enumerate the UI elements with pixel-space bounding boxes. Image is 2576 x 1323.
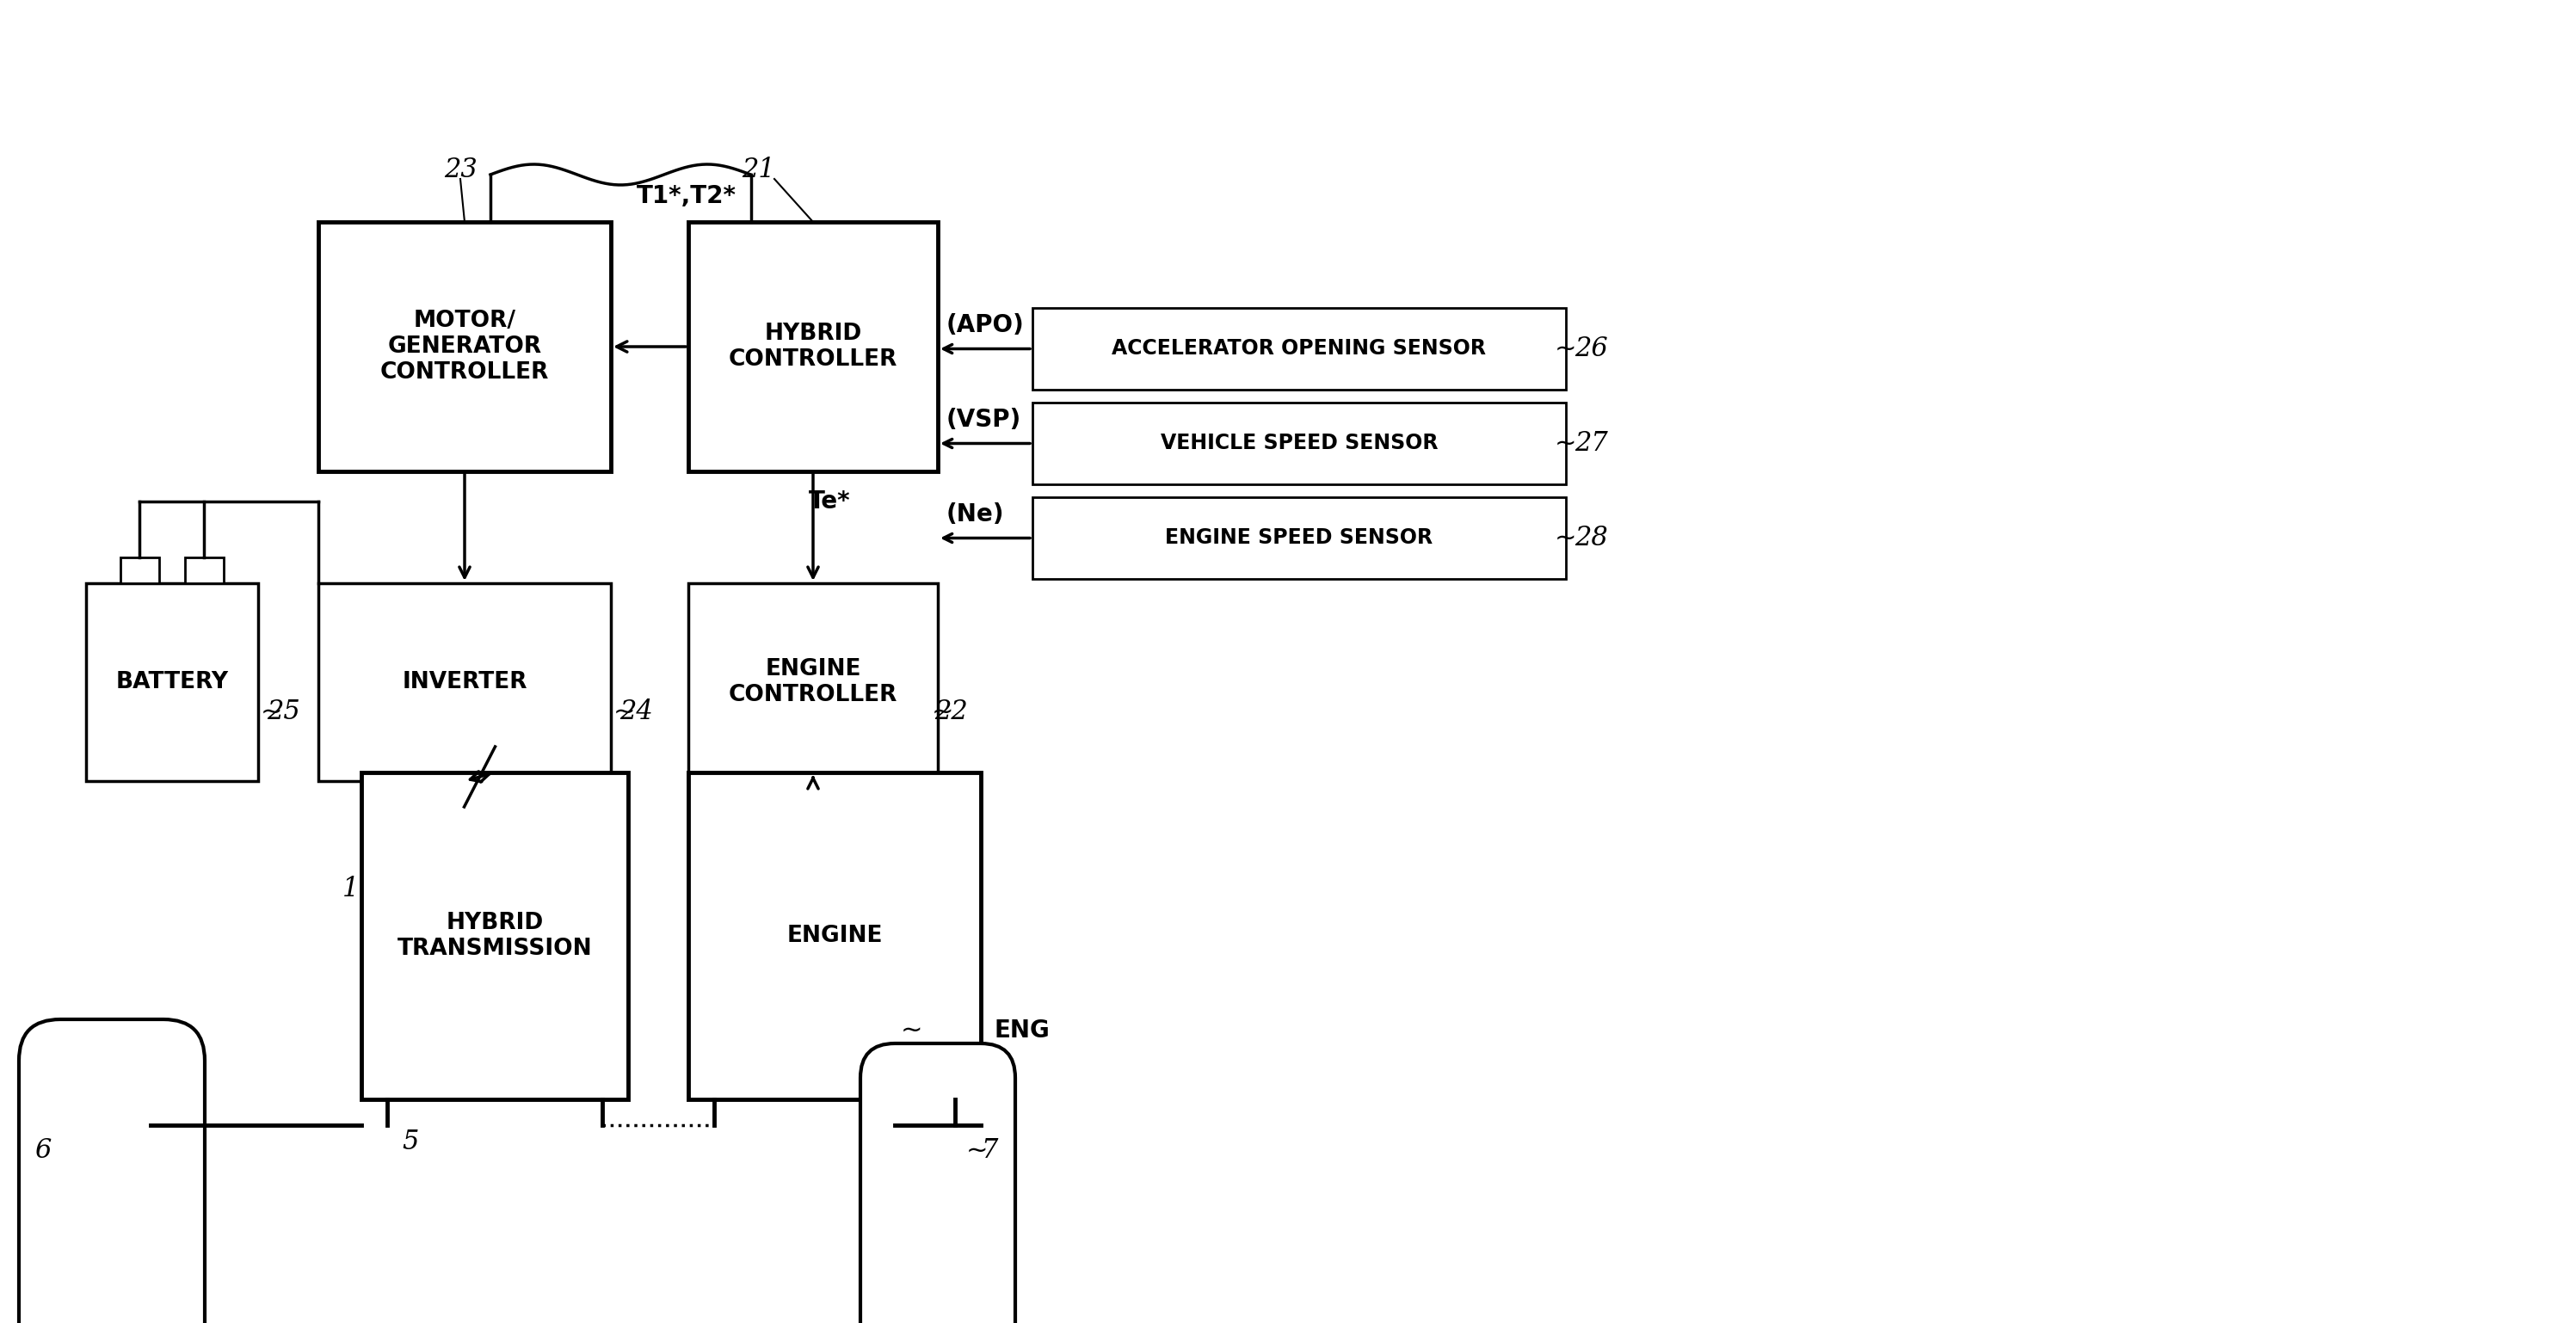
Text: 25: 25 [268,699,301,725]
Bar [319,222,611,471]
Bar [688,222,938,471]
Text: (APO): (APO) [945,314,1025,337]
Bar [1033,497,1566,579]
Text: Te*: Te* [809,490,850,513]
Text: 22: 22 [935,699,969,725]
Text: ENGINE
CONTROLLER: ENGINE CONTROLLER [729,658,896,706]
Text: 6: 6 [33,1138,52,1164]
Bar [1033,308,1566,390]
Text: ENGINE SPEED SENSOR: ENGINE SPEED SENSOR [1164,528,1432,548]
Text: 24: 24 [621,699,654,725]
Text: 1: 1 [343,876,361,902]
Text: ~: ~ [260,700,281,725]
FancyBboxPatch shape [860,1044,1015,1323]
Text: 7: 7 [981,1138,997,1164]
Bar [1033,402,1566,484]
Text: VEHICLE SPEED SENSOR: VEHICLE SPEED SENSOR [1159,433,1437,454]
Text: HYBRID
CONTROLLER: HYBRID CONTROLLER [729,323,896,370]
Text: 27: 27 [1574,430,1607,458]
Text: ENGINE: ENGINE [786,925,884,947]
Text: T1*,T2*: T1*,T2* [636,184,737,208]
Text: (VSP): (VSP) [945,407,1023,431]
Text: BATTERY: BATTERY [116,671,229,693]
Text: ~: ~ [1556,431,1577,456]
Bar [185,557,224,583]
Bar [121,557,160,583]
Text: 28: 28 [1574,525,1607,552]
Bar [361,773,629,1099]
Text: ~: ~ [930,700,953,725]
Bar [85,583,258,781]
Text: ~: ~ [1556,337,1577,361]
Text: INVERTER: INVERTER [402,671,528,693]
Text: 26: 26 [1574,336,1607,363]
FancyBboxPatch shape [18,1019,204,1323]
Text: ACCELERATOR OPENING SENSOR: ACCELERATOR OPENING SENSOR [1113,339,1486,359]
Text: 21: 21 [742,157,775,184]
Bar [319,583,611,781]
Text: HYBRID
TRANSMISSION: HYBRID TRANSMISSION [397,912,592,960]
Text: ENG: ENG [994,1019,1048,1043]
Bar [688,583,938,781]
Text: 23: 23 [443,157,477,184]
Text: ~: ~ [966,1139,987,1163]
Text: (Ne): (Ne) [945,503,1005,527]
Text: ~: ~ [613,700,634,725]
Text: 5: 5 [402,1129,420,1156]
Text: MOTOR/
GENERATOR
CONTROLLER: MOTOR/ GENERATOR CONTROLLER [381,310,549,384]
Text: ~: ~ [902,1019,922,1043]
Bar [688,773,981,1099]
Text: ~: ~ [1556,527,1577,550]
